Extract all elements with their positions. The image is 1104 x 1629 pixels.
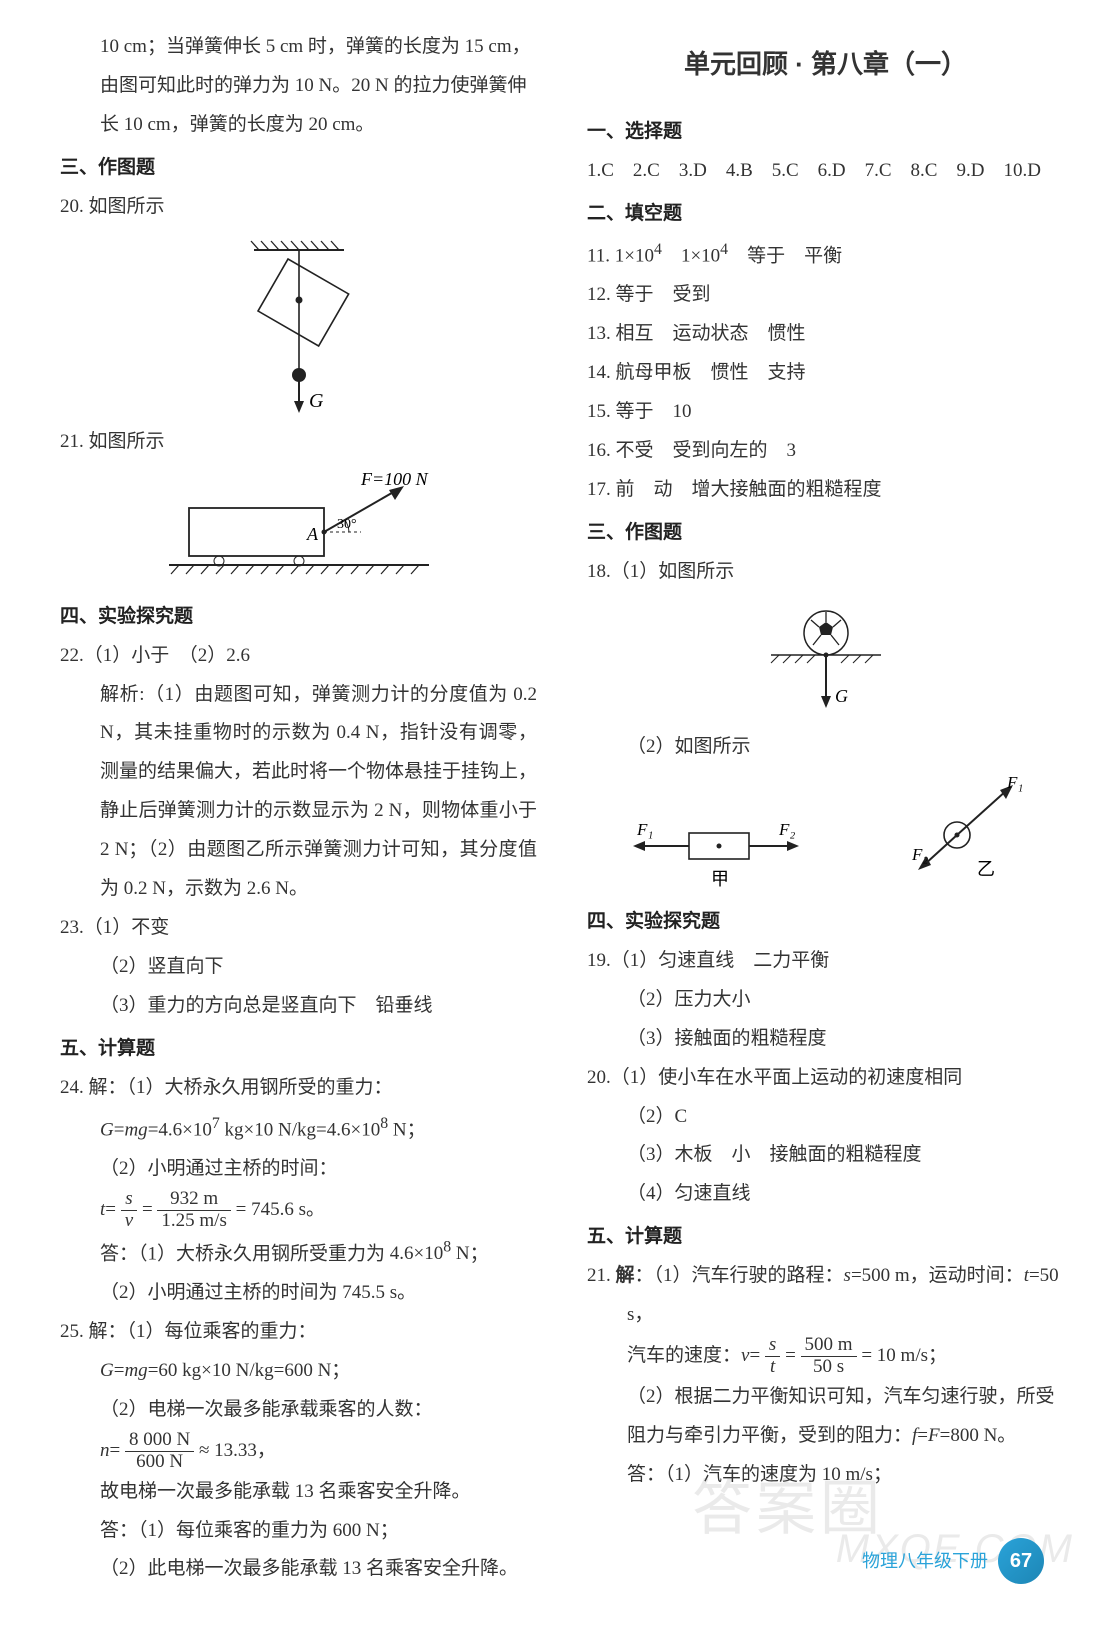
q21c: （2）根据二力平衡知识可知，汽车匀速行驶，所受阻力与牵引力平衡，受到的阻力：f=…: [587, 1378, 1064, 1456]
q25e: 故电梯一次最多能承载 13 名乘客安全升降。: [60, 1473, 537, 1512]
page-footer: 物理八年级下册 67: [862, 1538, 1044, 1584]
q13: 13. 相互 运动状态 惯性: [587, 315, 1064, 354]
q24c: （2）小明通过主桥的时间：: [60, 1150, 537, 1189]
q21b: 汽车的速度：v= st = 500 m50 s = 10 m/s；: [587, 1335, 1064, 1378]
q19b: （2）压力大小: [587, 981, 1064, 1020]
right-column: 单元回顾 · 第八章（一） 一、选择题 1.C 2.C 3.D 4.B 5.C …: [587, 28, 1064, 1589]
q20c: （3）木板 小 接触面的粗糙程度: [587, 1136, 1064, 1175]
q12: 12. 等于 受到: [587, 276, 1064, 315]
q24b: G=mg=4.6×107 kg×10 N/kg=4.6×108 N；: [60, 1108, 537, 1150]
q23c: （3）重力的方向总是竖直向下 铅垂线: [60, 987, 537, 1026]
q24da: 答：（1）大桥永久用钢所受重力为 4.6×108 N；: [60, 1232, 537, 1274]
svg-text:30°: 30°: [337, 517, 357, 532]
q25b: G=mg=60 kg×10 N/kg=600 N；: [60, 1352, 537, 1391]
q19c: （3）接触面的粗糙程度: [587, 1020, 1064, 1059]
q18a: 18.（1）如图所示: [587, 553, 1064, 592]
svg-text:F₂: F₂: [911, 845, 928, 864]
svg-text:A: A: [306, 524, 319, 544]
q19a: 19.（1）匀速直线 二力平衡: [587, 942, 1064, 981]
q17: 17. 前 动 增大接触面的粗糙程度: [587, 471, 1064, 510]
q14: 14. 航母甲板 惯性 支持: [587, 354, 1064, 393]
heading-drawing: 三、作图题: [60, 149, 537, 188]
heading-exp: 四、实验探究题: [60, 598, 537, 637]
r-h4: 四、实验探究题: [587, 903, 1064, 942]
q15: 15. 等于 10: [587, 393, 1064, 432]
figure-20: G: [60, 235, 537, 415]
q24a: 24. 解：（1）大桥永久用钢所受的重力：: [60, 1069, 537, 1108]
r-h1: 一、选择题: [587, 113, 1064, 152]
q11: 11. 1×104 1×104 等于 平衡: [587, 234, 1064, 276]
q22-analysis: 解析:（1）由题图可知，弹簧测力计的分度值为 0.2 N，其未挂重物时的示数为 …: [60, 676, 537, 910]
q25g: （2）此电梯一次最多能承载 13 名乘客安全升降。: [60, 1550, 537, 1589]
svg-text:F₂: F₂: [778, 820, 795, 839]
q24d-frac: t= sv = 932 m1.25 m/s = 745.6 s。: [60, 1189, 537, 1232]
figure-18-2: F₁ F₂ 甲 F₁ F₂ 乙: [587, 775, 1064, 895]
r-h5: 五、计算题: [587, 1218, 1064, 1257]
choices: 1.C 2.C 3.D 4.B 5.C 6.D 7.C 8.C 9.D 10.D: [587, 152, 1064, 191]
q20b: （2）C: [587, 1098, 1064, 1137]
intro-text: 10 cm；当弹簧伸长 5 cm 时，弹簧的长度为 15 cm，由图可知此时的弹…: [60, 28, 537, 145]
q16: 16. 不受 受到向左的 3: [587, 432, 1064, 471]
q21-label: 21. 如图所示: [60, 423, 537, 462]
page-number-badge: 67: [998, 1538, 1044, 1584]
figure-18-1: G: [587, 600, 1064, 720]
q18b: （2）如图所示: [587, 728, 1064, 767]
svg-text:G: G: [309, 390, 324, 412]
q23b: （2）竖直向下: [60, 948, 537, 987]
q22a: 22.（1）小于 （2）2.6: [60, 637, 537, 676]
q20d: （4）匀速直线: [587, 1175, 1064, 1214]
figure-21: A F=100 N 30°: [60, 470, 537, 590]
q21a: 21. 解：（1）汽车行驶的路程：s=500 m，运动时间：t=50 s，: [587, 1257, 1064, 1335]
q23a: 23.（1）不变: [60, 909, 537, 948]
r-h3: 三、作图题: [587, 514, 1064, 553]
r-h2: 二、填空题: [587, 195, 1064, 234]
svg-text:G: G: [835, 686, 848, 706]
unit-title: 单元回顾 · 第八章（一）: [587, 38, 1064, 91]
footer-label: 物理八年级下册: [862, 1543, 988, 1580]
heading-calc: 五、计算题: [60, 1030, 537, 1069]
q20-label: 20. 如图所示: [60, 188, 537, 227]
svg-text:甲: 甲: [711, 869, 729, 889]
q25a: 25. 解：（1）每位乘客的重力：: [60, 1313, 537, 1352]
left-column: 10 cm；当弹簧伸长 5 cm 时，弹簧的长度为 15 cm，由图可知此时的弹…: [60, 28, 537, 1589]
q20a: 20.（1）使小车在水平面上运动的初速度相同: [587, 1059, 1064, 1098]
svg-text:F₁: F₁: [1006, 775, 1023, 792]
q25c: （2）电梯一次最多能承载乘客的人数：: [60, 1391, 537, 1430]
svg-text:F=100 N: F=100 N: [360, 470, 429, 489]
q25d-frac: n= 8 000 N600 N ≈ 13.33，: [60, 1430, 537, 1473]
svg-text:F₁: F₁: [636, 820, 653, 839]
q25f: 答：（1）每位乘客的重力为 600 N；: [60, 1512, 537, 1551]
svg-text:乙: 乙: [977, 859, 995, 879]
q24db: （2）小明通过主桥的时间为 745.5 s。: [60, 1274, 537, 1313]
